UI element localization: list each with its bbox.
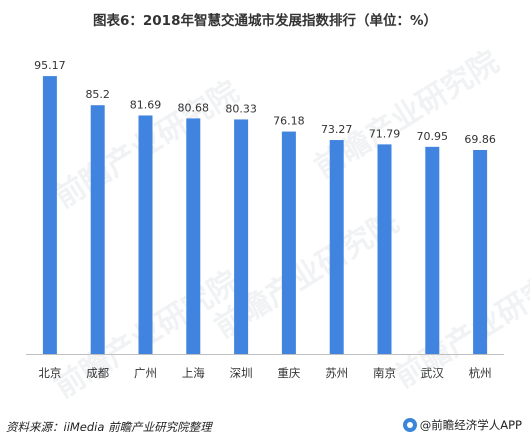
x-tick-label: 上海 bbox=[182, 366, 205, 380]
footer: 资料来源：iiMedia 前瞻产业研究院整理 @前瞻经济学人APP bbox=[4, 417, 526, 437]
bar bbox=[377, 144, 392, 354]
data-label: 81.69 bbox=[130, 98, 162, 111]
x-tick-label: 武汉 bbox=[421, 366, 444, 380]
x-tick-label: 南京 bbox=[373, 366, 396, 380]
bar-chart: 95.17 北京 85.2 成都 81.69 广州 80.68 上海 80.33 深圳 76.18 重… bbox=[26, 59, 504, 380]
bar bbox=[425, 146, 440, 354]
bar bbox=[90, 105, 105, 354]
x-tick-label: 苏州 bbox=[325, 366, 348, 380]
bar bbox=[42, 76, 57, 354]
x-tick-label: 广州 bbox=[134, 366, 157, 380]
data-label: 69.86 bbox=[464, 133, 496, 146]
data-label: 95.17 bbox=[34, 59, 66, 72]
source-text: 资料来源：iiMedia 前瞻产业研究院整理 bbox=[6, 420, 212, 434]
brand: @前瞻经济学人APP bbox=[402, 417, 522, 433]
data-label: 71.79 bbox=[369, 127, 401, 140]
x-tick-label: 成都 bbox=[86, 366, 109, 380]
x-tick-label: 重庆 bbox=[277, 366, 300, 380]
brand-text: @前瞻经济学人APP bbox=[419, 418, 522, 432]
bar bbox=[281, 131, 296, 354]
bar bbox=[473, 150, 488, 354]
bar bbox=[329, 140, 344, 354]
brand-logo-icon bbox=[402, 418, 417, 432]
x-tick-label: 深圳 bbox=[230, 366, 253, 380]
data-label: 80.33 bbox=[225, 102, 257, 115]
bar bbox=[138, 115, 153, 354]
bar bbox=[234, 119, 249, 354]
x-tick-label: 杭州 bbox=[469, 366, 492, 380]
chart-title: 图表6：2018年智慧交通城市发展指数排行（单位：%） bbox=[93, 13, 437, 29]
data-label: 85.2 bbox=[85, 88, 110, 101]
x-tick-label: 北京 bbox=[38, 366, 61, 380]
bar bbox=[186, 118, 201, 354]
data-label: 70.95 bbox=[417, 130, 449, 143]
data-label: 80.68 bbox=[178, 101, 210, 114]
data-label: 76.18 bbox=[273, 115, 305, 128]
data-label: 73.27 bbox=[321, 123, 353, 136]
